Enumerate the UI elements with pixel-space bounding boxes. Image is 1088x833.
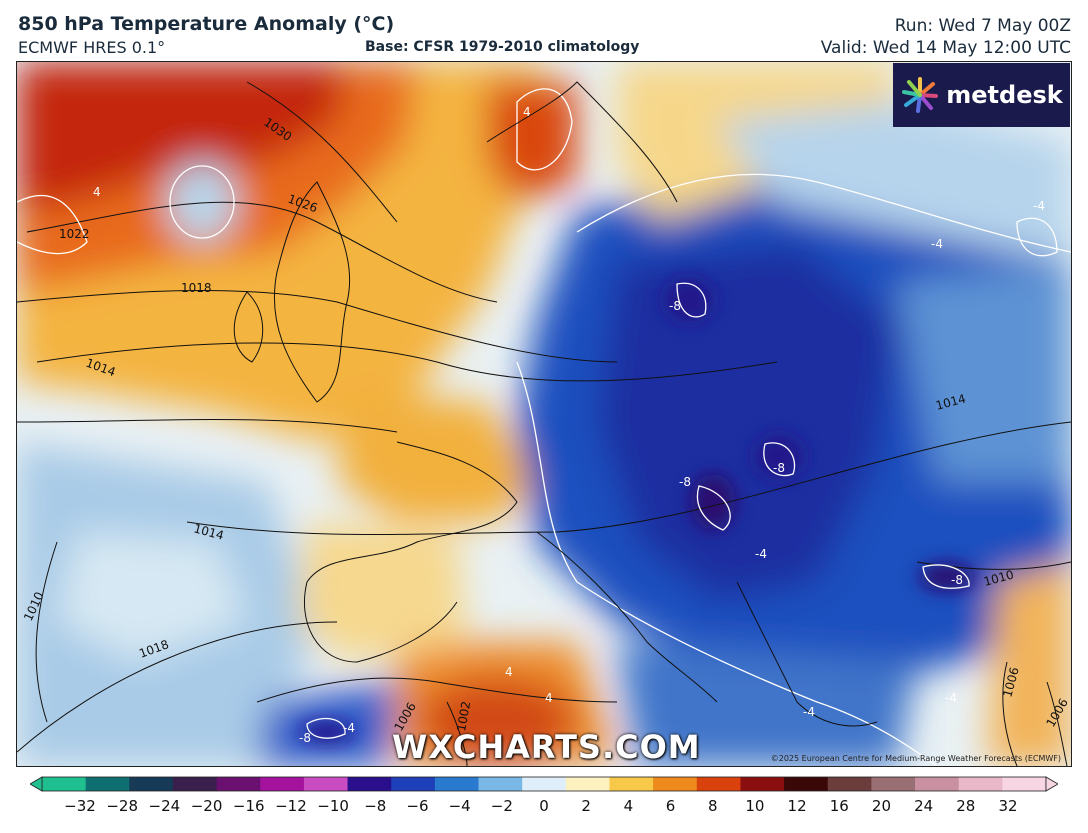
colorbar-segment [696,777,741,791]
coastlines [233,81,878,727]
colorbar-segment [522,777,567,791]
colorbar-tick-label: −10 [317,797,349,815]
colorbar-tick-label: −8 [364,797,387,815]
colorbar-tick-label: −28 [106,797,138,815]
anomaly-label: 4 [545,691,553,705]
cold-cores [301,278,975,742]
colorbar-tick-label: −4 [448,797,471,815]
colorbar-segment [434,777,480,791]
colorbar-segment [871,777,916,791]
isobar-label: 1018 [181,281,212,295]
colorbar-tick-label: 0 [539,797,549,815]
colorbar-tick-label: −2 [490,797,513,815]
colorbar-segment [565,777,610,791]
colorbar-segment [347,777,392,791]
colorbar-segment [129,777,174,791]
colorbar-max-arrow [1045,776,1058,792]
anomaly-contours [17,88,1071,766]
colorbar [30,776,1058,792]
colorbar-segment [740,777,785,791]
anomaly-labels: 4 4 -4 -4 -8 -8 -8 -8 -4 4 4 -4 -8 -4 -4 [93,105,1045,745]
anomaly-label: -8 [669,299,681,313]
anomaly-label: 4 [505,665,513,679]
anomaly-label: 4 [523,105,531,119]
metdesk-logo[interactable]: metdesk [893,63,1070,127]
colorbar-segment [478,777,523,791]
colorbar-tick-label: −12 [275,797,307,815]
chart-title: 850 hPa Temperature Anomaly (°C) [18,13,395,35]
anomaly-label: -4 [803,705,815,719]
colorbar-segments [41,776,1047,792]
colorbar-segment [827,777,872,791]
anomaly-label: -4 [1033,199,1045,213]
colorbar-tick-label: 12 [787,797,807,815]
colorbar-segment [303,777,349,791]
colorbar-tick-label: 28 [956,797,976,815]
climatology-base-label: Base: CFSR 1979-2010 climatology [365,39,640,55]
colorbar-segment [915,777,960,791]
colorbar-tick-label: −16 [232,797,265,815]
colorbar-segment [42,777,87,791]
valid-time-label: Valid: Wed 14 May 12:00 UTC [820,38,1071,58]
colorbar-tick-label: 4 [623,797,634,815]
isobars [17,81,1071,766]
anomaly-label: -8 [299,731,311,745]
anomaly-label: -4 [755,547,767,561]
model-label: ECMWF HRES 0.1° [18,38,166,57]
wxcharts-watermark: WXCHARTS.COM [392,728,701,766]
anomaly-label: -4 [343,721,355,735]
colorbar-segment [216,777,261,791]
colorbar-tick-label: 20 [871,797,891,815]
colorbar-segment [260,777,305,791]
run-time-label: Run: Wed 7 May 00Z [894,16,1071,36]
colorbar-segment [172,777,218,791]
colorbar-tick-label: −24 [148,797,181,815]
isobar-label: 1022 [59,227,90,241]
colorbar-tick-label: 2 [581,797,591,815]
colorbar-tick-label: −6 [406,797,429,815]
colorbar-segment [85,777,130,791]
anomaly-label: -8 [773,461,785,475]
colorbar-segment [1002,777,1047,791]
anomaly-label: 4 [93,185,101,199]
colorbar-min-arrow [30,776,43,792]
colorbar-segment [653,777,698,791]
colorbar-segment [784,777,829,791]
metdesk-logo-text: metdesk [946,81,1063,109]
anomaly-label: -4 [931,237,943,251]
colorbar-tick-label: 6 [665,797,676,815]
anomaly-field [17,62,1071,766]
colorbar-tick-label: 10 [745,797,765,815]
anomaly-label: -8 [679,475,691,489]
anomaly-label: -4 [945,691,957,705]
colorbar-tick-label: 32 [998,797,1018,815]
colorbar-tick-label: −20 [190,797,223,815]
copyright-notice: ©2025 European Centre for Medium-Range W… [770,754,1061,763]
colorbar-tick-label: −32 [64,797,96,815]
colorbar-tick-label: 24 [914,797,934,815]
metdesk-burst-icon [902,77,939,113]
isobar-label: 1002 [454,700,473,733]
map-canvas: 1030 1026 1022 1018 1014 1014 1014 1010 … [17,62,1071,766]
anomaly-label: -8 [951,573,963,587]
colorbar-tick-label: 16 [829,797,849,815]
colorbar-segment [391,777,436,791]
colorbar-tick-label: 8 [707,797,718,815]
colorbar-segment [958,777,1003,791]
colorbar-segment [609,777,654,791]
anomaly-map[interactable]: 1030 1026 1022 1018 1014 1014 1014 1010 … [16,61,1072,767]
